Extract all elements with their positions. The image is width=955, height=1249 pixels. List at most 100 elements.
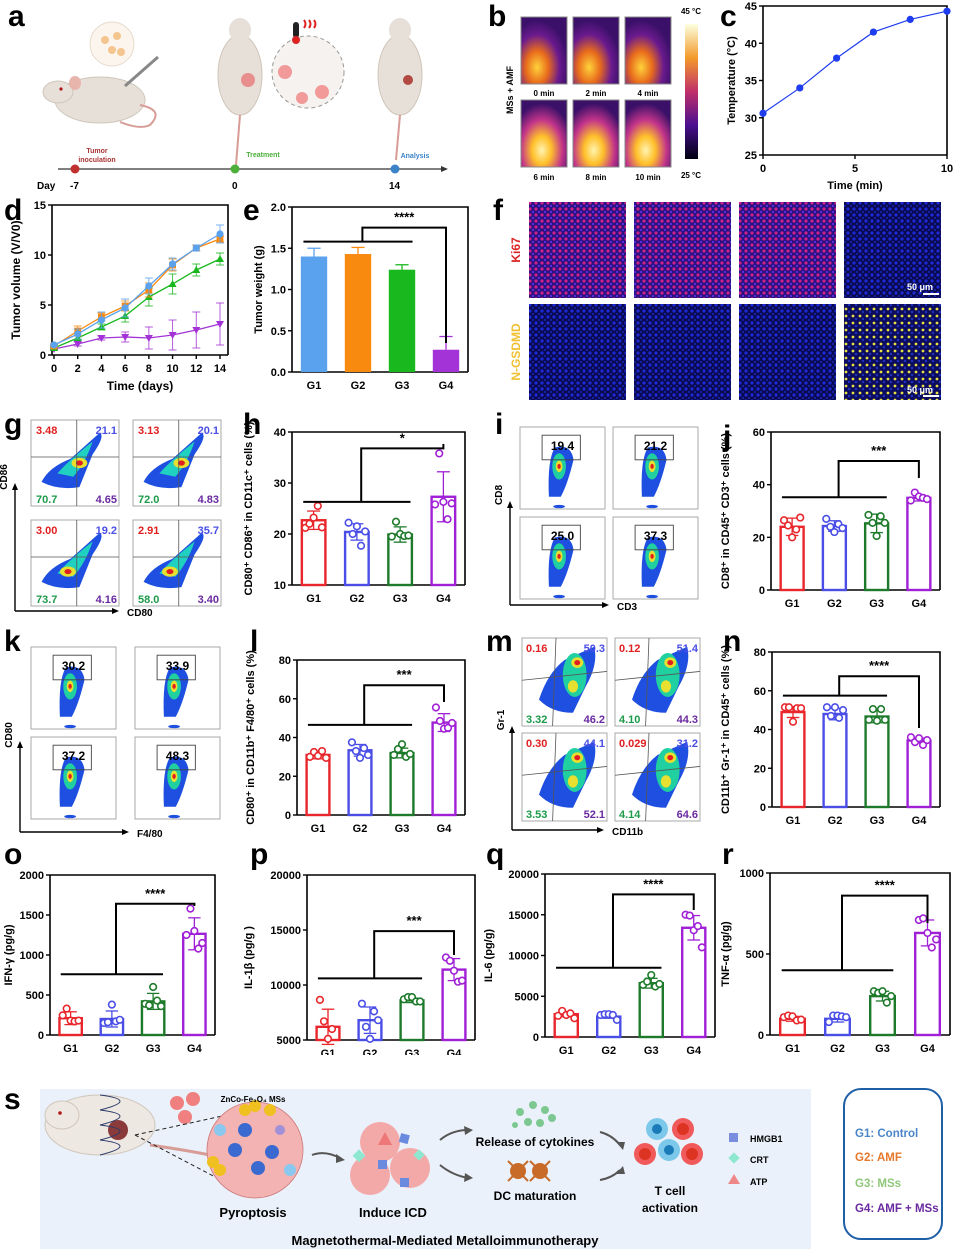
arrow-up-icon bbox=[17, 741, 23, 748]
quadrant-value-ur: 35.7 bbox=[198, 525, 219, 537]
x-tick-label: G1 bbox=[786, 815, 801, 827]
quadrant-value-lr: 3.40 bbox=[198, 594, 219, 606]
y-tick-label: 15000 bbox=[270, 925, 301, 937]
chart-c-temperature: 25 30 35 40 45 0 5 10 Time (min) Temperature (°C) bbox=[726, 1, 953, 192]
frame-label: 6 min bbox=[534, 173, 555, 182]
x-tick-label: G3 bbox=[395, 380, 410, 392]
data-point-g1 bbox=[315, 995, 325, 1004]
y-tick-label: 1.0 bbox=[271, 285, 286, 297]
row-label-ngsdmd: N-GSDMD bbox=[509, 323, 523, 381]
chart-h-cd80-cd86: 10 20 30 40 CD80⁺ CD86⁺ in CD11c⁺ cells (%) G… bbox=[243, 421, 466, 605]
density-peak bbox=[64, 569, 72, 575]
x-tick-label: 12 bbox=[190, 363, 202, 375]
plot-frame bbox=[297, 659, 466, 815]
gate-value: 30.2 bbox=[62, 659, 86, 673]
legend-g2: G2: AMF bbox=[855, 1152, 902, 1164]
panel-label-h: h bbox=[243, 408, 262, 441]
bar-g4 bbox=[906, 496, 932, 592]
row-label-ki67: Ki67 bbox=[509, 237, 523, 263]
thermal-frame-4 bbox=[624, 16, 672, 85]
data-point-g4 bbox=[73, 341, 82, 348]
chart-p-il1b: 5000 10000 15000 20000 IL-1β (pg/g ) G1 G2 G3 G4… bbox=[243, 870, 476, 1055]
data-point-g3 bbox=[655, 979, 664, 989]
significance-stars: *** bbox=[871, 443, 887, 458]
y-tick-label: 0 bbox=[285, 810, 291, 822]
quadrant-value-ll: 58.0 bbox=[138, 594, 159, 606]
plot-frame bbox=[545, 873, 716, 1037]
x-tick-label: 5 bbox=[852, 163, 858, 175]
timeline-day-label: Day bbox=[37, 181, 56, 192]
quadrant-value-lr: 4.83 bbox=[198, 494, 219, 506]
series-line bbox=[762, 10, 948, 114]
panel-label-l: l bbox=[250, 625, 259, 658]
arrow-icon bbox=[464, 1173, 473, 1182]
quadrant-value-ul: 3.48 bbox=[36, 425, 57, 437]
data-point-g1 bbox=[97, 316, 106, 324]
temperature-colorbar bbox=[685, 24, 698, 159]
quadrant-gate bbox=[645, 732, 650, 822]
y-tick-label: 40 bbox=[754, 725, 766, 737]
density-debris bbox=[64, 724, 77, 729]
data-point-g3 bbox=[868, 705, 878, 714]
step-pyroptosis: Pyroptosis bbox=[219, 1205, 286, 1220]
quadrant-value-ll: 72.0 bbox=[138, 494, 159, 506]
data-point-g3 bbox=[149, 982, 158, 992]
data-point-g1 bbox=[74, 1016, 83, 1025]
x-tick-label: G3 bbox=[393, 593, 408, 605]
data-point-g4 bbox=[693, 922, 702, 931]
scale-bar bbox=[923, 293, 939, 295]
quadrant-value-ul: 0.12 bbox=[619, 643, 640, 655]
data-point-g2 bbox=[826, 711, 836, 721]
x-tick-label: G4 bbox=[920, 1043, 936, 1055]
colorbar-min-label: 25 °C bbox=[681, 171, 701, 180]
data-point-g3 bbox=[872, 716, 882, 725]
panel-s-schematic: ZnCo-Fe₃O₄ MSs Pyroptosis Induce ICD Rel… bbox=[44, 1092, 783, 1248]
x-tick-label: G2 bbox=[830, 1043, 845, 1055]
data-point-g4 bbox=[121, 334, 130, 341]
data-point-g4 bbox=[685, 911, 694, 920]
data-point-g1 bbox=[796, 704, 806, 713]
gate-value: 19.4 bbox=[551, 439, 575, 453]
data-point-g3 bbox=[145, 1001, 154, 1010]
y-tick-label: 0 bbox=[533, 1032, 539, 1044]
data-point-g1 bbox=[313, 501, 322, 511]
flow-x-label: F4/80 bbox=[137, 829, 163, 840]
data-point-g1 bbox=[570, 1014, 579, 1023]
data-point-g2 bbox=[822, 703, 832, 712]
ki67-image-g3 bbox=[739, 202, 836, 298]
data-point-g2 bbox=[357, 999, 367, 1008]
density-peak bbox=[172, 773, 176, 779]
data-point-g1 bbox=[319, 1017, 329, 1026]
density-high bbox=[660, 775, 672, 788]
flow-x-label: CD3 bbox=[617, 602, 637, 613]
data-point-g4 bbox=[439, 497, 448, 506]
quadrant-value-lr: 4.16 bbox=[96, 594, 117, 606]
data-point-g2 bbox=[359, 744, 369, 753]
y-axis-label: CD80⁺ in CD11b⁺ F4/80⁺ cells (%) bbox=[245, 650, 257, 825]
gate-box bbox=[541, 524, 581, 551]
data-point-g2 bbox=[830, 703, 840, 712]
data-point-g2 bbox=[115, 1015, 124, 1024]
data-point bbox=[869, 28, 877, 36]
y-tick-label: 0.0 bbox=[271, 367, 286, 379]
bar-g3 bbox=[388, 269, 416, 372]
x-axis-label: Time (days) bbox=[107, 379, 173, 393]
arrow-up-icon bbox=[509, 726, 515, 733]
quadrant-value-lr: 52.1 bbox=[584, 809, 605, 821]
arrow-right-icon bbox=[597, 827, 604, 833]
y-tick-label: 45 bbox=[745, 1, 757, 13]
x-tick-label: 4 bbox=[98, 363, 105, 375]
frame-label: 8 min bbox=[586, 173, 607, 182]
x-tick-label: G3 bbox=[395, 823, 410, 835]
timeline-arrow-icon bbox=[441, 166, 448, 172]
chart-e-tumor-weight: 0.0 0.5 1.0 1.5 2.0 Tumor weight (g) G1 G2 G3 G4 *… bbox=[253, 202, 469, 392]
x-tick-label: G4 bbox=[912, 815, 928, 827]
data-point-g3 bbox=[397, 740, 407, 749]
x-tick-label: G2 bbox=[363, 1048, 378, 1055]
data-point-g4 bbox=[922, 495, 932, 504]
data-point-g4 bbox=[186, 904, 195, 913]
data-point-g1 bbox=[321, 753, 331, 762]
data-point-g2 bbox=[352, 522, 361, 531]
data-point-g1 bbox=[121, 304, 129, 312]
row-label-mss-amf: MSs + AMF bbox=[505, 66, 515, 114]
